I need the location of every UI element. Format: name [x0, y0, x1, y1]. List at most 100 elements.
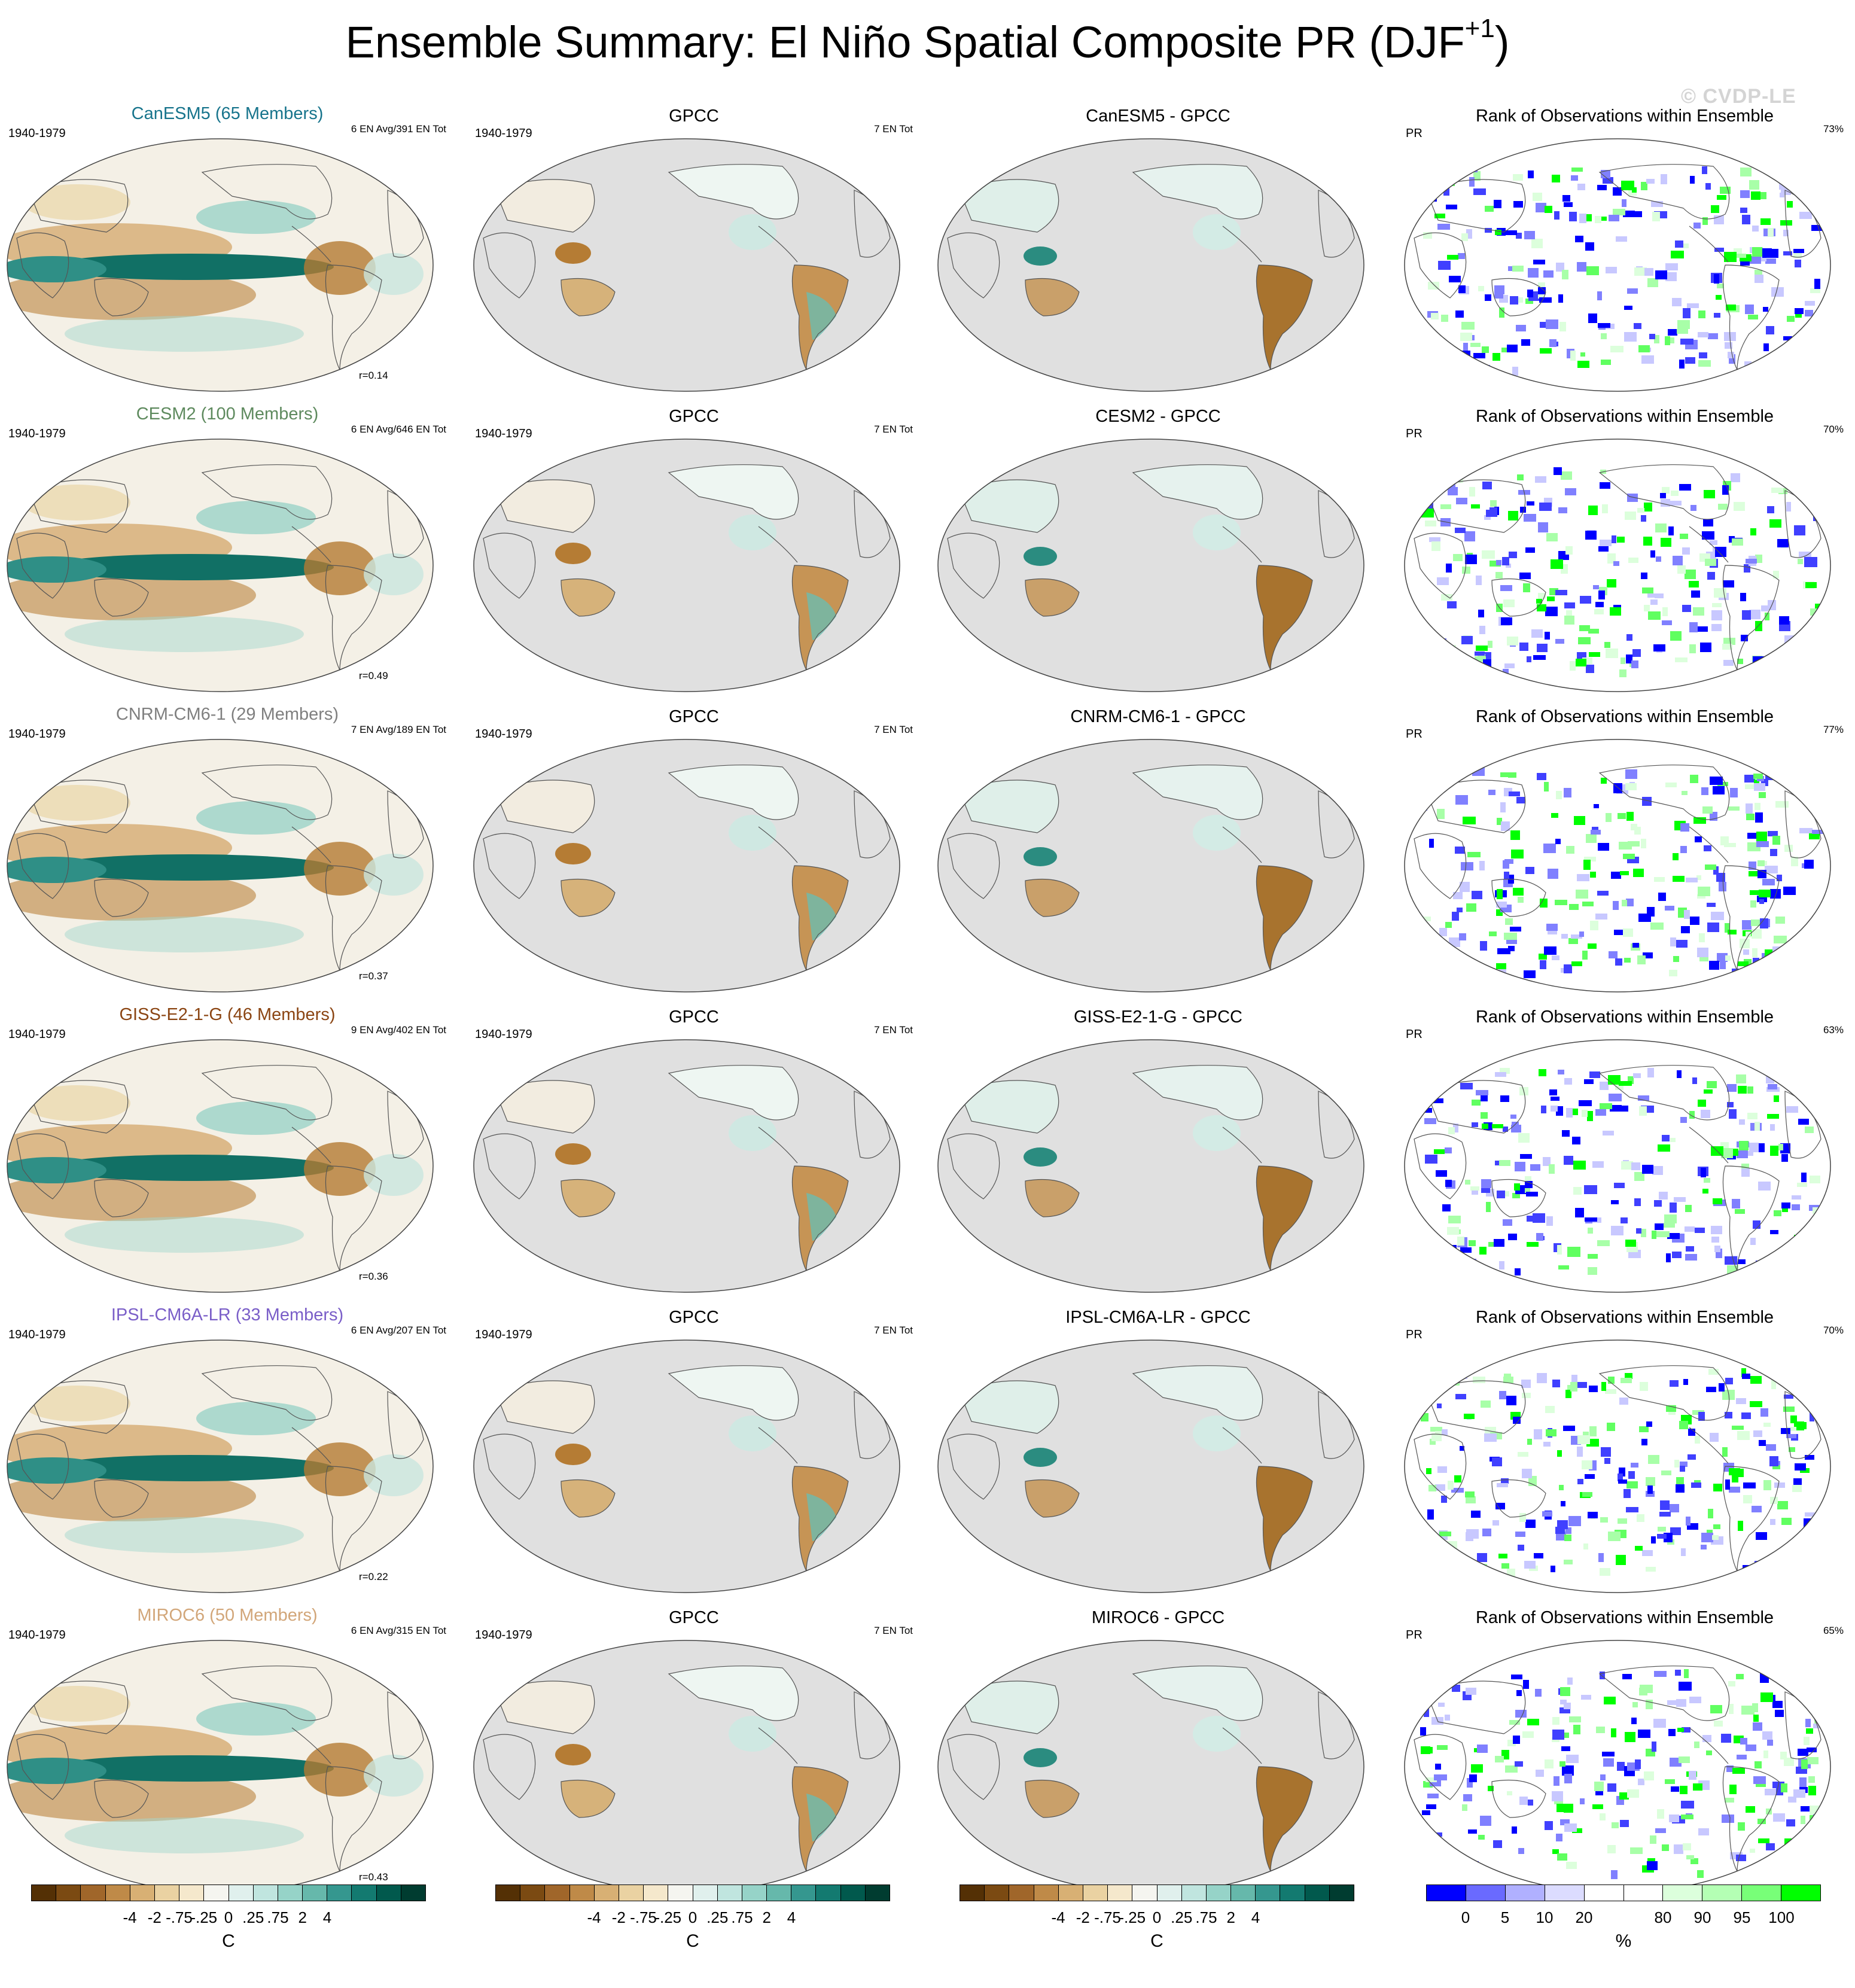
- colorbar-tick-label: -2: [611, 1908, 626, 1926]
- colorbar-box: [742, 1885, 767, 1901]
- colorbar-box: [717, 1885, 742, 1901]
- colorbar-box: [1702, 1885, 1743, 1901]
- colorbar-box: [1329, 1885, 1354, 1901]
- colorbar-box: [1545, 1885, 1585, 1901]
- diff-map: [936, 1638, 1366, 1895]
- colorbar-box: [204, 1885, 229, 1901]
- rank-panel-label-right: 70%: [1823, 1325, 1844, 1336]
- obs-panel-label-right: 7 EN Tot: [874, 424, 913, 435]
- model-panel-title: CNRM-CM6-1 (29 Members): [115, 705, 339, 724]
- model-panel: CNRM-CM6-1 (29 Members) 1940-1979 7 EN Avg…: [0, 689, 455, 993]
- rank-panel-label-left: PR: [1406, 727, 1423, 741]
- obs-panel-title: GPCC: [669, 1007, 719, 1027]
- model-panel-label-right: 6 EN Avg/207 EN Tot: [351, 1325, 446, 1336]
- colorbar-box: [352, 1885, 377, 1901]
- colorbar-tick-label: 10: [1536, 1908, 1554, 1926]
- colorbar-box: [767, 1885, 792, 1901]
- colorbar-box: [960, 1885, 985, 1901]
- colorbar-tick-label: 4: [1251, 1908, 1260, 1926]
- model-panel-label-left: 1940-1979: [8, 127, 66, 140]
- colorbar-box: [1157, 1885, 1182, 1901]
- obs-map-svg: [473, 1039, 900, 1293]
- colorbar-box: [791, 1885, 817, 1901]
- colorbar-tick-label: .75: [1195, 1908, 1217, 1926]
- diff-map: [936, 136, 1366, 394]
- diff-map-svg: [937, 138, 1364, 392]
- rank-panel-label-right: 65%: [1823, 1625, 1844, 1636]
- colorbar-obs: -4 -2 -.75 -.25 0 .25.75 2 4 C: [495, 1885, 890, 1962]
- colorbar-box: [1231, 1885, 1256, 1901]
- diff-map-svg: [937, 439, 1364, 692]
- obs-map: [471, 136, 902, 394]
- model-panel-title: CanESM5 (65 Members): [131, 104, 324, 123]
- rank-map-svg: [1404, 138, 1831, 392]
- pattern-correlation: r=0.49: [359, 670, 388, 681]
- diff-map-svg: [937, 1039, 1364, 1293]
- obs-map: [471, 1638, 902, 1895]
- diff-map: [936, 737, 1366, 994]
- colorbar-unit: C: [1150, 1931, 1163, 1951]
- obs-map: [471, 1338, 902, 1595]
- obs-panel-title: GPCC: [669, 106, 719, 126]
- colorbar-tick-label: .25: [706, 1908, 729, 1926]
- model-panel: CESM2 (100 Members) 1940-1979 6 EN Avg/646…: [0, 389, 455, 692]
- model-panel-label-left: 1940-1979: [8, 1028, 66, 1041]
- diff-map: [936, 1338, 1366, 1595]
- colorbar-tick-label: -.75: [166, 1908, 193, 1926]
- rank-map: [1402, 737, 1833, 994]
- rank-panel-label-right: 77%: [1823, 724, 1844, 735]
- rank-map: [1402, 136, 1833, 394]
- rank-map: [1402, 1037, 1833, 1295]
- obs-map-svg: [473, 739, 900, 993]
- colorbar-box: [1505, 1885, 1545, 1901]
- diff-panel: CNRM-CM6-1 - GPCC: [931, 689, 1385, 993]
- model-panel-title: CESM2 (100 Members): [136, 404, 319, 424]
- diff-panel-title: CanESM5 - GPCC: [1086, 106, 1230, 126]
- colorbar-box: [668, 1885, 693, 1901]
- diff-panel: CanESM5 - GPCC: [931, 89, 1385, 392]
- colorbar-tick-label: 0: [688, 1908, 697, 1926]
- rank-panel: Rank of Observations within Ensemble PR 63…: [1397, 990, 1852, 1293]
- colorbar-tick-label: .25: [1171, 1908, 1193, 1926]
- rank-panel-title: Rank of Observations within Ensemble: [1475, 407, 1774, 426]
- colorbar-box: [179, 1885, 205, 1901]
- colorbar-rank: 0 5 10 20 80 90 95 100%: [1426, 1885, 1821, 1962]
- rank-panel: Rank of Observations within Ensemble PR 77…: [1397, 689, 1852, 993]
- model-map-svg: [7, 439, 434, 692]
- colorbar-box: [401, 1885, 425, 1901]
- colorbar-unit: C: [222, 1931, 235, 1951]
- diff-panel: IPSL-CM6A-LR - GPCC: [931, 1290, 1385, 1593]
- colorbar-box: [1108, 1885, 1133, 1901]
- colorbar-box: [594, 1885, 619, 1901]
- colorbar-tick-label: -.25: [1119, 1908, 1146, 1926]
- pattern-correlation: r=0.22: [359, 1571, 388, 1582]
- colorbar-tick-label: 90: [1693, 1908, 1711, 1926]
- obs-panel: GPCC 1940-1979 7 EN Tot: [467, 89, 921, 392]
- diff-panel-title: CNRM-CM6-1 - GPCC: [1070, 707, 1246, 726]
- model-panel: IPSL-CM6A-LR (33 Members) 1940-1979 6 EN A…: [0, 1290, 455, 1593]
- colorbar-box: [327, 1885, 352, 1901]
- obs-panel-title: GPCC: [669, 1608, 719, 1627]
- rank-panel: Rank of Observations within Ensemble PR 65…: [1397, 1590, 1852, 1893]
- rank-map: [1402, 1638, 1833, 1895]
- obs-panel-label-left: 1940-1979: [475, 1028, 532, 1041]
- colorbar-box: [1206, 1885, 1232, 1901]
- model-map-svg: [7, 739, 434, 993]
- model-panel-label-right: 9 EN Avg/402 EN Tot: [351, 1024, 446, 1036]
- pattern-correlation: r=0.37: [359, 970, 388, 982]
- colorbar-box: [376, 1885, 401, 1901]
- obs-panel-label-left: 1940-1979: [475, 727, 532, 741]
- colorbar-tick-label: 0: [1152, 1908, 1162, 1926]
- rank-panel-label-right: 73%: [1823, 123, 1844, 135]
- colorbar-box: [496, 1885, 521, 1901]
- credit-watermark: © CVDP-LE: [1681, 85, 1796, 108]
- colorbar-box: [619, 1885, 644, 1901]
- diff-map-svg: [937, 1640, 1364, 1893]
- colorbar-box: [1742, 1885, 1782, 1901]
- colorbar-tick-label: 100: [1768, 1908, 1795, 1926]
- colorbar-box: [32, 1885, 57, 1901]
- model-map-svg: [7, 1640, 434, 1893]
- colorbar-diff: -4 -2 -.75 -.25 0 .25.75 2 4 C: [960, 1885, 1354, 1962]
- colorbar-unit: C: [686, 1931, 699, 1951]
- diff-panel: CESM2 - GPCC: [931, 389, 1385, 692]
